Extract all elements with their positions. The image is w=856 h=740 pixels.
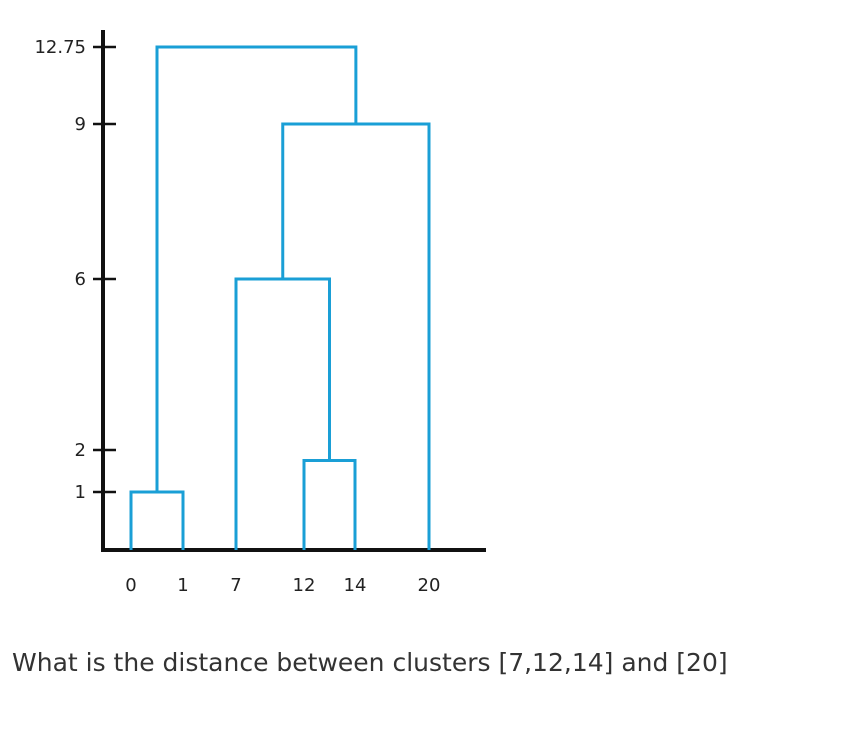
y-tick-label: 6 — [75, 269, 86, 290]
question-text: What is the distance between clusters [7… — [12, 648, 728, 677]
y-tick-label: 1 — [75, 482, 86, 503]
dendrogram-link — [234, 277, 331, 550]
x-tick-labels: 0 1 7 12 14 20 — [125, 575, 440, 596]
y-axis — [93, 30, 116, 552]
y-tick-label: 12.75 — [34, 37, 86, 58]
x-leaf-label: 20 — [418, 575, 441, 596]
y-tick-label: 2 — [75, 440, 86, 461]
x-leaf-label: 12 — [293, 575, 316, 596]
x-leaf-label: 1 — [177, 575, 188, 596]
dendrogram-links — [129, 45, 431, 550]
dendrogram: 12.75 9 6 2 1 0 1 7 12 14 20 — [34, 30, 486, 596]
dendrogram-link — [155, 45, 358, 492]
dendrogram-link — [129, 490, 185, 550]
y-tick-label: 9 — [75, 114, 86, 135]
x-leaf-label: 14 — [344, 575, 367, 596]
x-leaf-label: 7 — [230, 575, 241, 596]
x-leaf-label: 0 — [125, 575, 136, 596]
dendrogram-link — [302, 459, 357, 550]
y-tick-labels: 12.75 9 6 2 1 — [34, 37, 86, 503]
